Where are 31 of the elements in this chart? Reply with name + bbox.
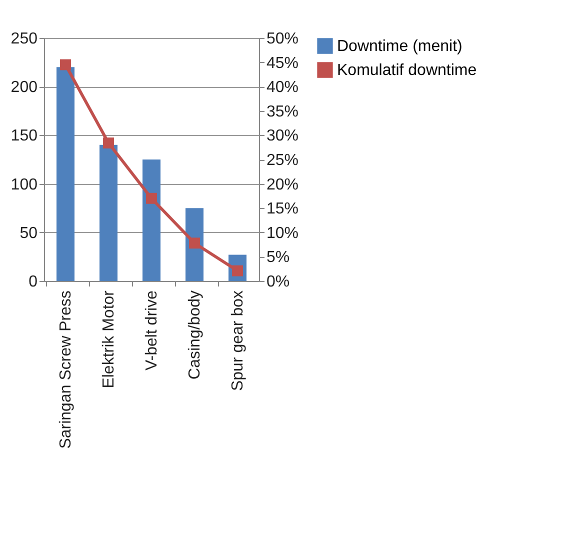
y-tick-label: 50 [20, 224, 38, 242]
y-tick-label: 250 [10, 30, 38, 48]
y-tick-label: 100 [10, 176, 38, 194]
bar [56, 67, 74, 281]
y-tick-label: 150 [10, 128, 38, 145]
y2-tick-label: 45% [266, 54, 299, 72]
bar [142, 160, 160, 281]
x-tick-label: Spur gear box [230, 290, 246, 392]
y2-tick-label: 35% [266, 103, 299, 120]
y-tick-label: 200 [10, 79, 38, 96]
point [146, 192, 157, 204]
y2-tick-label: 30% [266, 128, 299, 145]
y-tick-label: 0 [28, 274, 38, 290]
y2-tick-label: 40% [266, 79, 299, 96]
x-tick-label: Casing/body [186, 290, 204, 380]
y2-tick-label: 10% [266, 224, 299, 242]
x-tick-label: Elektrik Motor [100, 290, 118, 388]
x-tick-label: Saringan Screw Press [58, 290, 74, 449]
y2-tick-label: 50% [266, 30, 299, 48]
y2-tick-label: 20% [266, 176, 299, 194]
y2-tick-label: 0% [266, 274, 290, 290]
legend-label: Downtime (menit) [337, 38, 462, 55]
y2-tick-label: 25% [266, 152, 299, 169]
y2-tick-label: 5% [266, 249, 290, 266]
y2-tick-label: 15% [266, 200, 299, 218]
point [60, 59, 71, 70]
x-tick-label: V-belt drive [144, 290, 160, 371]
point [189, 238, 200, 249]
point [103, 138, 114, 148]
bar [100, 144, 118, 281]
legend-label: Komulatif downtime [337, 62, 477, 79]
